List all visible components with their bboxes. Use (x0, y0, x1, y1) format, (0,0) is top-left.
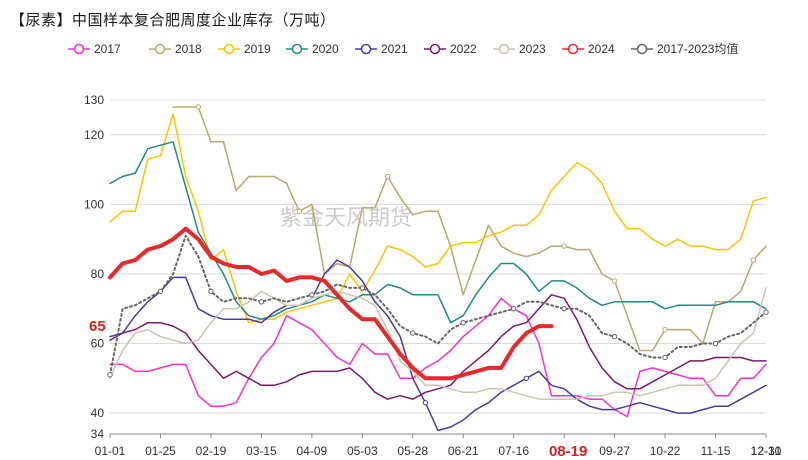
x-tick-label: 12-10 (751, 444, 782, 458)
legend-marker-2020 (291, 43, 303, 55)
series-line-2017-2023均值 (109, 234, 767, 376)
series-point-2018 (561, 243, 567, 249)
series-line-2017 (109, 297, 767, 418)
x-tick-label: 11-15 (701, 444, 731, 458)
x-tick-label: 01-01 (95, 444, 126, 458)
legend-marker-2017-2023均值 (636, 43, 648, 55)
series-2020 (109, 141, 767, 324)
series-2022 (109, 294, 767, 400)
series-2024 (108, 226, 554, 381)
series-line-2021 (109, 259, 767, 432)
highlight-date-label: 08-19 (549, 443, 587, 460)
legend-marker-2019 (223, 43, 235, 55)
series-point-2017-2023均值 (763, 309, 769, 315)
series-line-2019 (109, 113, 767, 324)
y-tick-label: 40 (91, 406, 105, 420)
highlight-value-label: 65 (89, 318, 106, 335)
series-line-2022 (109, 294, 767, 400)
y-tick-label: 80 (91, 267, 105, 281)
legend-label-2020[interactable]: 2020 (312, 42, 339, 56)
x-tick-label: 07-16 (498, 444, 529, 458)
series-point-2017-2023均值 (208, 288, 214, 295)
x-tick-label: 01-25 (145, 444, 176, 458)
series-point-2017-2023均值 (561, 306, 567, 312)
series-point-2018 (384, 173, 391, 180)
x-tick-label: 05-03 (347, 444, 378, 458)
x-tick-label: 06-21 (448, 444, 479, 458)
series-point-2017-2023均值 (510, 306, 517, 312)
series-2017-2023均值 (107, 234, 769, 378)
axes: 34 40 60 80 100 120 130 01-01 01-25 02-19 03-15 04-… (84, 93, 782, 460)
legend-marker-2024 (567, 43, 579, 55)
x-tick-label: 10-22 (650, 444, 681, 458)
y-tick-label: 130 (84, 93, 104, 107)
series-line-2024 (108, 226, 554, 381)
series-point-2017-2023均值 (309, 292, 315, 298)
legend-label-2021[interactable]: 2021 (381, 42, 408, 56)
grid-lines (110, 99, 766, 414)
legend-marker-2022 (429, 43, 441, 55)
legend-label-2023[interactable]: 2023 (519, 42, 546, 56)
chart-title: 【尿素】中国样本复合肥周度企业库存（万吨） (10, 11, 336, 29)
legend-marker-2023 (498, 43, 510, 55)
legend-label-2019[interactable]: 2019 (244, 42, 271, 56)
series-point-2018 (611, 278, 618, 284)
series-point-2021 (422, 399, 429, 406)
series-layer (107, 104, 769, 432)
series-line-2018 (172, 106, 767, 352)
legend-label-2017-2023均值[interactable]: 2017-2023均值 (657, 41, 738, 56)
series-point-2017-2023均值 (611, 333, 618, 340)
series-line-2020 (109, 141, 767, 324)
series-point-2017-2023均值 (662, 354, 668, 361)
y-tick-label: 34 (91, 427, 105, 441)
series-point-2018 (750, 257, 757, 263)
legend-marker-2018 (154, 43, 166, 55)
series-point-2017-2023均值 (258, 299, 265, 305)
x-tick-label: 05-28 (397, 444, 428, 458)
y-tick-label: 60 (91, 337, 105, 351)
y-tick-label: 100 (84, 197, 104, 211)
x-tick-label: 02-19 (196, 444, 227, 458)
legend-marker-2017 (73, 43, 85, 55)
legend-label-2022[interactable]: 2022 (450, 42, 477, 56)
legend-label-2017[interactable]: 2017 (94, 42, 121, 56)
legend: 2017 2018 2019 2020 2021 2022 2023 2024 2017-202… (68, 41, 738, 56)
legend-label-2018[interactable]: 2018 (175, 42, 202, 56)
y-tick-label: 120 (84, 128, 104, 142)
series-point-2018 (195, 104, 202, 110)
series-2017 (109, 297, 767, 418)
series-point-2017-2023均值 (107, 372, 113, 378)
legend-marker-2021 (360, 43, 372, 55)
series-point-2017-2023均值 (712, 340, 719, 347)
series-point-2017-2023均值 (359, 285, 366, 291)
x-tick-label: 09-27 (599, 444, 630, 458)
series-point-2017-2023均值 (460, 319, 466, 326)
series-point-2021 (523, 375, 530, 382)
series-point-2018 (662, 326, 668, 333)
series-point-2017-2023均值 (410, 330, 416, 336)
series-2018 (172, 106, 767, 352)
x-tick-label: 12-31 (751, 444, 782, 458)
series-2019 (109, 113, 767, 324)
x-tick-label: 03-15 (246, 444, 277, 458)
series-line-2023 (109, 287, 767, 400)
series-2023 (109, 287, 767, 400)
x-tick-label: 04-09 (296, 444, 327, 458)
legend-label-2024[interactable]: 2024 (588, 42, 615, 56)
series-2021 (109, 259, 767, 432)
series-point-2017-2023均值 (157, 288, 164, 295)
series-point-2018 (296, 208, 302, 215)
